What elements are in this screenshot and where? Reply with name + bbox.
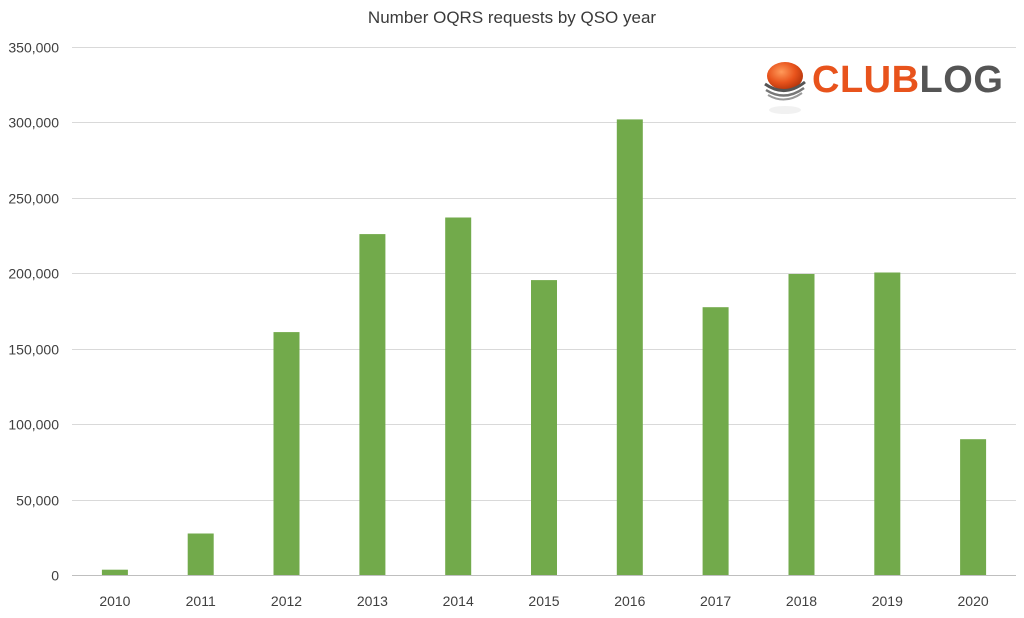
x-axis-ticks: 2010 2011 2012 2013 2014 2015 2016 2017 2018 2019… — [99, 593, 989, 609]
y-tick-label: 200,000 — [8, 266, 59, 282]
x-tick-label: 2015 — [528, 593, 559, 609]
bar-2015 — [531, 280, 557, 575]
x-tick-label: 2017 — [700, 593, 731, 609]
bar-2017 — [702, 307, 729, 575]
x-tick-label: 2016 — [614, 593, 645, 609]
y-tick-label: 50,000 — [16, 493, 59, 509]
bar-2012 — [273, 332, 300, 575]
x-tick-label: 2010 — [99, 593, 130, 609]
bar-2019 — [874, 272, 901, 575]
bar-2013 — [359, 234, 386, 575]
x-tick-label: 2018 — [786, 593, 817, 609]
x-tick-label: 2013 — [357, 593, 388, 609]
y-tick-label: 300,000 — [8, 115, 59, 131]
bar-2018 — [788, 274, 815, 575]
y-tick-label: 150,000 — [8, 342, 59, 358]
bar-2020 — [960, 439, 987, 575]
y-axis-ticks: 0 50,000 100,000 150,000 200,000 250,000 300,0… — [8, 40, 59, 584]
logo-text-club: CLUB — [812, 59, 920, 101]
bar-2010 — [101, 569, 128, 575]
globe-icon — [764, 62, 806, 114]
bar-2011 — [187, 533, 214, 575]
clublog-logo: CLUBLOG — [762, 56, 1003, 120]
bars — [101, 119, 987, 576]
y-tick-label: 100,000 — [8, 417, 59, 433]
x-tick-label: 2012 — [271, 593, 302, 609]
x-tick-label: 2014 — [443, 593, 474, 609]
x-tick-label: 2020 — [958, 593, 989, 609]
y-tick-label: 250,000 — [8, 191, 59, 207]
chart-title: Number OQRS requests by QSO year — [367, 8, 657, 27]
y-tick-label: 0 — [51, 568, 59, 584]
logo-text-log: LOG — [919, 59, 1004, 101]
bar-2016 — [616, 119, 643, 576]
logo-wordmark: CLUBLOG — [812, 60, 1003, 100]
bar-2014 — [445, 217, 472, 575]
y-tick-label: 350,000 — [8, 40, 59, 56]
x-tick-label: 2011 — [186, 593, 216, 609]
x-tick-label: 2019 — [872, 593, 903, 609]
